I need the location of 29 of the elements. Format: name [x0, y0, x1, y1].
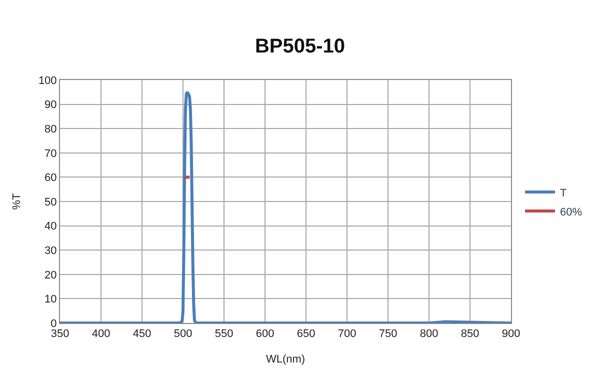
- x-tick-label: 500: [174, 328, 192, 340]
- y-tick-label: 70: [44, 148, 57, 160]
- y-tick-label: 40: [44, 220, 57, 233]
- x-tick-label: 450: [132, 328, 152, 340]
- x-tick-label: 700: [338, 328, 356, 340]
- x-tick-label: 750: [378, 328, 398, 340]
- y-tick-label: 0: [50, 318, 57, 330]
- y-tick-label: 60: [44, 172, 57, 184]
- y-tick-label: 10: [44, 294, 57, 306]
- x-tick-label: 600: [256, 328, 274, 340]
- x-tick-label: 900: [502, 328, 520, 340]
- x-tick-label: 350: [50, 328, 70, 340]
- y-tick-label: 90: [44, 99, 57, 112]
- y-tick-label: 80: [44, 123, 57, 136]
- y-tick-label: 50: [44, 196, 57, 208]
- y-tick-label: 100: [38, 74, 57, 87]
- legend-label: 60%: [560, 206, 582, 218]
- x-tick-label: 850: [460, 328, 480, 340]
- x-tick-label: 800: [420, 328, 438, 340]
- x-tick-label: 650: [296, 328, 316, 340]
- y-tick-label: 30: [44, 244, 57, 257]
- chart-title: BP505-10: [254, 35, 346, 58]
- x-axis-title: WL(nm): [266, 353, 306, 366]
- legend-label: T: [560, 187, 568, 200]
- x-tick-label: 550: [214, 328, 234, 340]
- y-axis-title: %T: [11, 192, 24, 210]
- line-series: [60, 90, 511, 323]
- x-tick-label: 400: [92, 328, 110, 340]
- y-tick-label: 20: [44, 269, 57, 282]
